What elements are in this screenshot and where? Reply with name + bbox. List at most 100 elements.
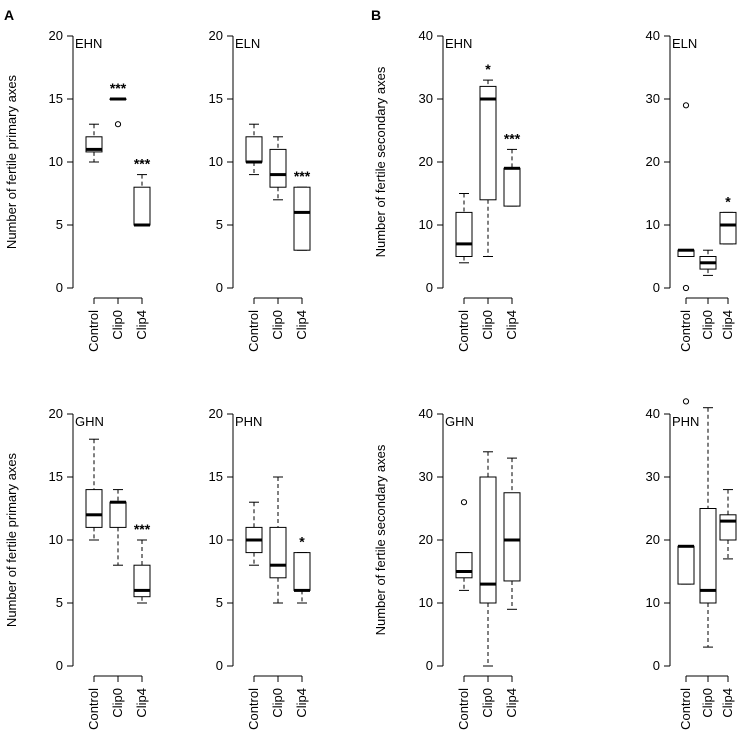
x-tick-label: Control [456, 688, 471, 730]
box-iqr [503, 167, 521, 207]
x-tick-label: Control [246, 310, 261, 352]
y-tick-label: 15 [49, 469, 63, 484]
y-tick-label: 0 [56, 658, 63, 673]
box-iqr [133, 564, 151, 598]
box-iqr [479, 476, 497, 604]
box-iqr [85, 489, 103, 528]
y-tick-label: 0 [56, 280, 63, 295]
chart-title: GHN [445, 414, 474, 429]
y-tick-label: 40 [646, 28, 660, 43]
y-tick-label: 0 [653, 280, 660, 295]
box-clip0 [479, 451, 497, 667]
box-iqr [455, 552, 473, 579]
box-clip4: *** [293, 168, 311, 251]
significance-label: * [299, 534, 305, 550]
y-tick-label: 0 [216, 658, 223, 673]
outlier-point [460, 499, 468, 506]
box-iqr [455, 211, 473, 257]
y-tick-label: 20 [49, 406, 63, 421]
y-tick-label: 10 [49, 532, 63, 547]
x-tick-label: Clip4 [134, 688, 149, 718]
significance-label: *** [134, 521, 151, 537]
y-tick-label: 20 [419, 532, 433, 547]
box-clip0: *** [109, 80, 127, 128]
chart-a-ehn: 0 5 10 15 20 Number of fertile primary axes EH… [4, 28, 151, 352]
x-tick-label: Clip4 [504, 310, 519, 340]
significance-label: *** [134, 156, 151, 172]
y-tick-label: 15 [49, 91, 63, 106]
chart-b-ghn: 0 10 20 30 40 Number of fertile secondary axe… [373, 406, 521, 730]
chart-title: GHN [75, 414, 104, 429]
chart-b-eln: 0 10 20 30 40 ELN Control Clip0 Clip4 * [646, 28, 737, 352]
x-tick-label: Clip0 [270, 310, 285, 340]
x-tick-label: Control [246, 688, 261, 730]
x-tick-label: Control [678, 688, 693, 730]
significance-label: *** [294, 168, 311, 184]
x-tick-label: Control [86, 688, 101, 730]
significance-label: *** [504, 130, 521, 146]
y-tick-label: 20 [49, 28, 63, 43]
box-iqr [109, 501, 127, 528]
significance-label: * [485, 61, 491, 77]
box-control [245, 123, 263, 176]
y-axis-title: Number of fertile secondary axes [373, 66, 388, 257]
x-tick-label: Clip0 [700, 310, 715, 340]
box-iqr [479, 85, 497, 201]
y-tick-label: 0 [426, 658, 433, 673]
y-tick-label: 10 [419, 217, 433, 232]
y-tick-label: 10 [49, 154, 63, 169]
y-tick-label: 40 [646, 406, 660, 421]
box-iqr [293, 552, 311, 591]
box-iqr [719, 514, 737, 541]
chart-b-ehn: 0 10 20 30 40 Number of fertile secondary axe… [373, 28, 521, 352]
box-clip4: *** [133, 521, 151, 604]
chart-title: ELN [235, 36, 260, 51]
y-tick-label: 5 [56, 595, 63, 610]
x-tick-label: Control [456, 310, 471, 352]
box-iqr [503, 492, 521, 582]
y-axis-title: Number of fertile primary axes [4, 74, 19, 249]
significance-label: * [725, 193, 731, 209]
box-iqr [293, 186, 311, 251]
y-tick-label: 10 [209, 154, 223, 169]
x-tick-label: Clip0 [110, 310, 125, 340]
box-iqr [699, 508, 717, 604]
box-clip0 [269, 136, 287, 201]
y-tick-label: 10 [419, 595, 433, 610]
outlier-point [114, 121, 122, 128]
x-tick-label: Clip0 [480, 310, 495, 340]
y-tick-label: 10 [646, 217, 660, 232]
y-tick-label: 0 [216, 280, 223, 295]
y-tick-label: 20 [646, 532, 660, 547]
chart-title: PHN [672, 414, 699, 429]
box-iqr [719, 211, 737, 245]
box-clip0: * [479, 61, 497, 257]
outlier-point [682, 398, 690, 405]
outlier-point [682, 102, 690, 109]
y-axis-title: Number of fertile secondary axes [373, 444, 388, 635]
chart-title: PHN [235, 414, 262, 429]
outlier-point [682, 284, 690, 292]
chart-a-eln: 0 5 10 15 20 ELN Control Clip0 Clip4 *** [209, 28, 311, 352]
box-iqr [133, 186, 151, 226]
x-tick-label: Clip0 [110, 688, 125, 718]
y-axis-title: Number of fertile primary axes [4, 452, 19, 627]
box-clip4: *** [133, 156, 151, 227]
y-tick-label: 30 [646, 469, 660, 484]
x-tick-label: Clip4 [294, 688, 309, 718]
box-control [455, 193, 473, 264]
box-clip4 [719, 489, 737, 560]
x-tick-label: Clip4 [720, 688, 735, 718]
box-iqr [245, 136, 263, 163]
x-tick-label: Control [678, 310, 693, 352]
y-tick-label: 20 [419, 154, 433, 169]
y-tick-label: 40 [419, 28, 433, 43]
y-tick-label: 30 [419, 469, 433, 484]
chart-title: ELN [672, 36, 697, 51]
y-tick-label: 0 [653, 658, 660, 673]
x-tick-label: Clip4 [720, 310, 735, 340]
significance-label: *** [110, 80, 127, 96]
x-tick-label: Clip4 [504, 688, 519, 718]
y-tick-label: 10 [209, 532, 223, 547]
